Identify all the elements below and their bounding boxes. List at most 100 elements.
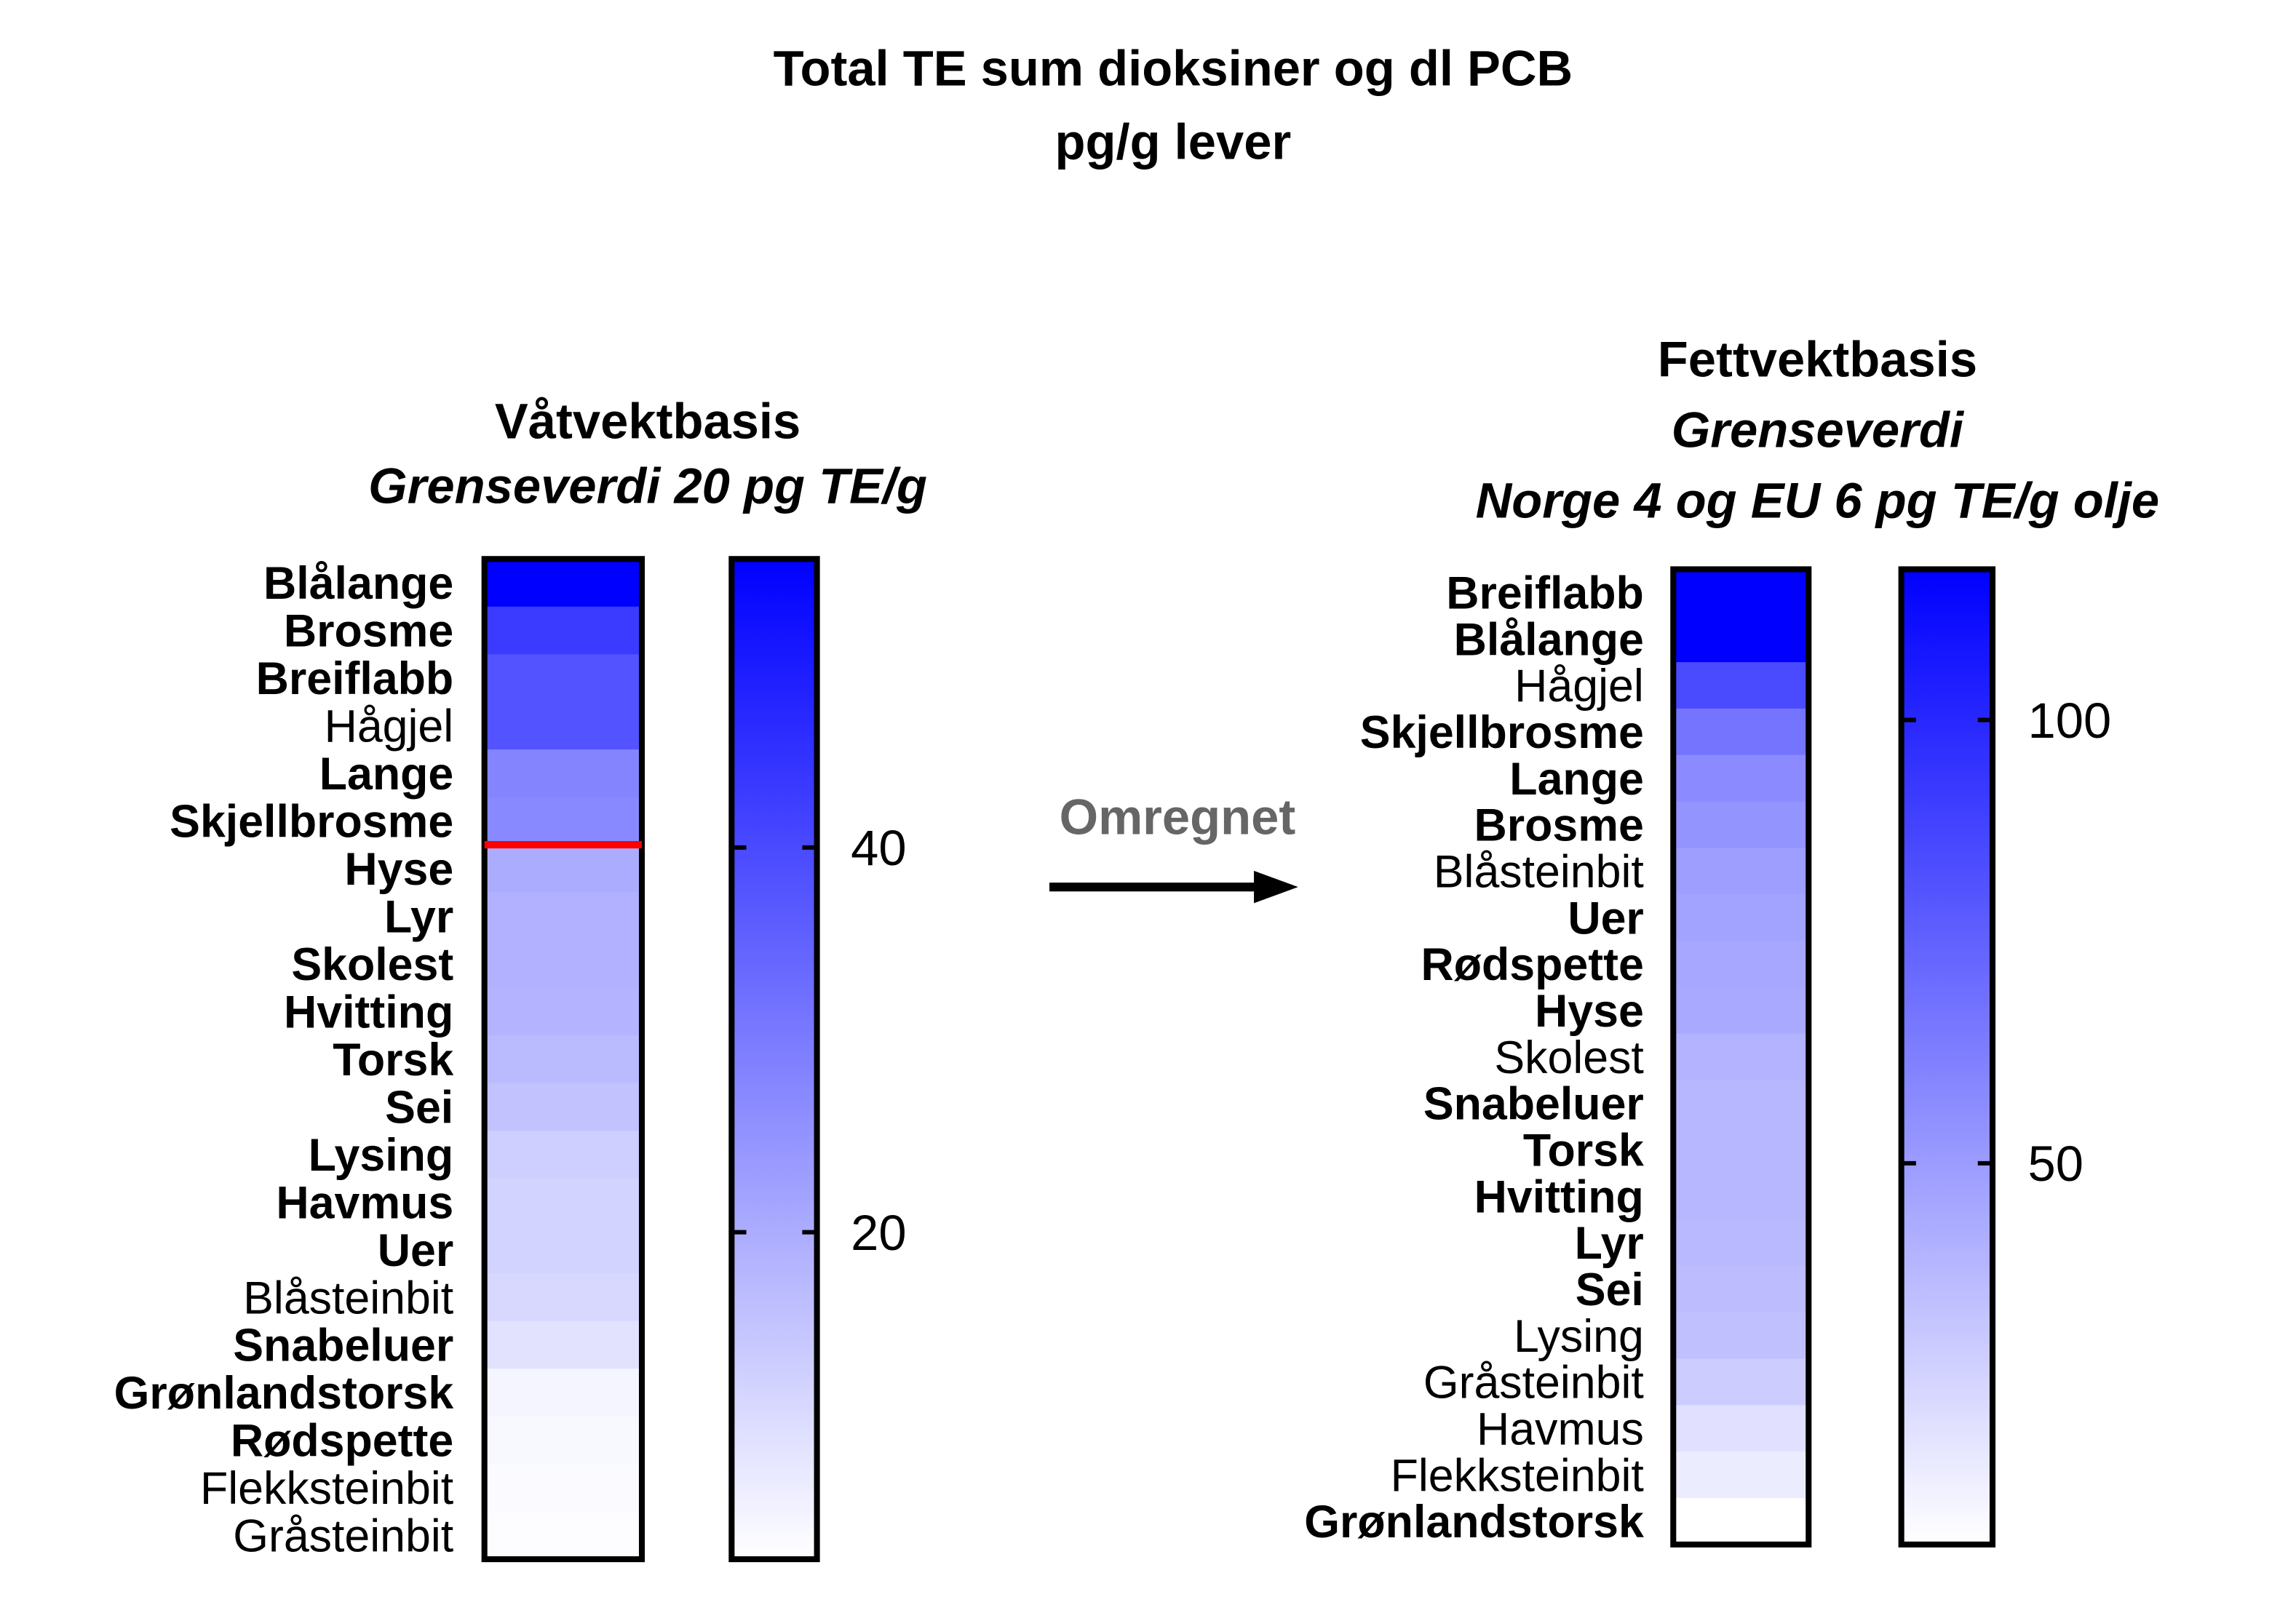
heatmap-cell (1673, 1126, 1809, 1174)
heatmap-cell (484, 1416, 643, 1465)
category-label: Sei (1576, 1264, 1644, 1315)
heatmap-cell (1673, 987, 1809, 1035)
heatmap-cell (1673, 1173, 1809, 1221)
category-label: Gråsteinbit (1423, 1358, 1644, 1409)
heatmap-cell (1673, 1451, 1809, 1499)
category-label: Uer (1568, 893, 1643, 944)
category-label: Lysing (1514, 1311, 1644, 1362)
category-label: Blålange (263, 558, 453, 609)
heatmap-cell (1673, 616, 1809, 664)
category-label: Lyr (384, 892, 453, 943)
heatmap-cell (1673, 1405, 1809, 1453)
heatmap-cell (484, 1225, 643, 1275)
category-label: Lyr (1575, 1218, 1644, 1269)
heatmap-cell (484, 940, 643, 989)
heatmap-cell (484, 1511, 643, 1561)
heatmap-cell (484, 845, 643, 893)
category-label: Brosme (1474, 800, 1644, 851)
category-label: Lysing (309, 1130, 454, 1181)
category-label: Flekksteinbit (1391, 1450, 1644, 1501)
category-label: Grønlandstorsk (1304, 1497, 1644, 1548)
heatmap-cell (484, 987, 643, 1037)
heatmap-frame (481, 556, 645, 1563)
category-label: Blåsteinbit (1434, 847, 1644, 898)
category-label: Hyse (344, 844, 453, 895)
arrow-icon (1049, 870, 1298, 904)
heatmap-cell (1673, 1498, 1809, 1546)
heatmap-cell (1673, 1265, 1809, 1313)
category-label: Lange (1509, 754, 1644, 805)
heatmap-cell (484, 749, 643, 798)
heatmap-cell (484, 1178, 643, 1227)
colorbar-tick-label: 20 (851, 1205, 906, 1261)
category-label: Torsk (333, 1035, 453, 1086)
colorbar (1898, 566, 1996, 1548)
category-label: Flekksteinbit (200, 1463, 453, 1514)
left-panel: BlålangeBrosmeBreiflabbHågjelLangeSkjell… (114, 556, 907, 1563)
heatmap-cell (1673, 754, 1809, 802)
arrow-label: Omregnet (1060, 789, 1296, 845)
category-label: Lange (319, 749, 454, 800)
heatmap-cell (484, 1035, 643, 1084)
heatmap-cell (484, 1464, 643, 1513)
category-label: Blålange (1454, 614, 1644, 665)
colorbar (728, 556, 820, 1563)
category-label: Skjellbrosme (170, 797, 453, 848)
category-label: Skolest (291, 939, 453, 990)
colorbar-tick-label: 40 (851, 820, 906, 876)
category-label: Skolest (1494, 1032, 1643, 1083)
heatmap-cell (1673, 708, 1809, 756)
category-label: Uer (378, 1225, 453, 1276)
heatmap-cell (484, 701, 643, 751)
heatmap-cell (484, 1321, 643, 1370)
right-subheading-1: Grenseverdi (1672, 402, 1965, 458)
heatmap-cell (1673, 1358, 1809, 1406)
heatmap-cell (484, 892, 643, 941)
category-label: Grønlandstorsk (114, 1368, 454, 1419)
category-label: Snabeluer (1423, 1079, 1644, 1130)
category-label: Skjellbrosme (1360, 707, 1644, 758)
category-label: Rødspette (231, 1416, 453, 1467)
category-label: Breiflabb (256, 653, 454, 704)
heatmap-cell (1673, 1080, 1809, 1128)
heatmap-cell (1673, 1312, 1809, 1360)
category-label: Blåsteinbit (243, 1272, 453, 1323)
category-label: Hågjel (1514, 661, 1644, 712)
heatmap-cell (1673, 848, 1809, 896)
right-subheading-2: Norge 4 og EU 6 pg TE/g olje (1476, 473, 2159, 529)
heatmap-cell (484, 606, 643, 656)
category-label: Rødspette (1421, 939, 1643, 990)
left-subheading: Grenseverdi 20 pg TE/g (368, 458, 927, 514)
category-label: Brosme (284, 606, 453, 657)
category-label: Hyse (1535, 986, 1644, 1037)
heatmap-cell (1673, 894, 1809, 942)
category-label: Hvitting (284, 987, 453, 1037)
colorbar-tick-label: 100 (2028, 693, 2112, 749)
chart-subtitle: pg/g lever (1055, 113, 1292, 170)
right-heading: Fettvektbasis (1658, 332, 1977, 388)
heatmap-cell (1673, 801, 1809, 849)
category-label: Snabeluer (233, 1321, 453, 1371)
heatmap-cell (484, 1130, 643, 1179)
category-label: Sei (385, 1082, 453, 1133)
heatmap-frame (1670, 566, 1812, 1548)
chart-title: Total TE sum dioksiner og dl PCB (774, 40, 1573, 96)
category-label: Havmus (1477, 1404, 1644, 1455)
heatmap-cell (1673, 1219, 1809, 1267)
category-label: Breiflabb (1446, 568, 1644, 619)
heatmap-cell (484, 654, 643, 703)
heatmap-cell (484, 1369, 643, 1417)
heatmap-cell (1673, 569, 1809, 617)
right-panel: BreiflabbBlålangeHågjelSkjellbrosmeLange… (1304, 566, 2112, 1548)
heatmap-cell (1673, 941, 1809, 989)
colorbar-tick-label: 50 (2028, 1136, 2084, 1192)
category-label: Havmus (276, 1177, 453, 1228)
heatmap-cell (1673, 662, 1809, 710)
category-label: Hvitting (1474, 1171, 1644, 1222)
heatmap-cell (484, 559, 643, 608)
category-label: Gråsteinbit (233, 1511, 453, 1562)
heatmap-cell (484, 797, 643, 846)
heatmap-cell (1673, 1033, 1809, 1081)
category-label: Torsk (1523, 1126, 1644, 1176)
